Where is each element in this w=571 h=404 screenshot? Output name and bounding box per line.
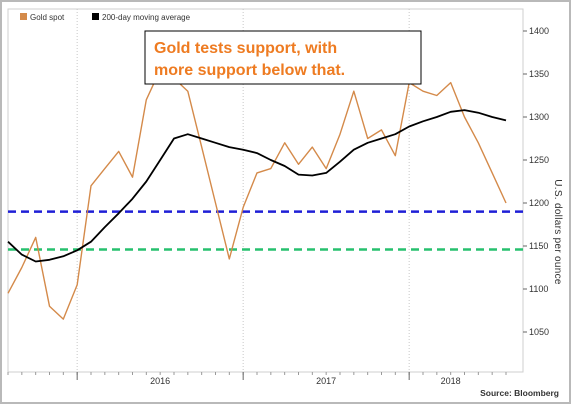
y-tick-label: 1350 (529, 69, 549, 79)
series-group (7, 69, 507, 320)
annotation-line-2: more support below that. (154, 62, 345, 79)
y-tick-label: 1300 (529, 112, 549, 122)
legend-swatch-moving-average (92, 13, 99, 20)
y-axis: 1050 1100 1150 1200 1250 1300 1350 1400 (523, 26, 549, 337)
source-note: Source: Bloomberg (480, 388, 559, 398)
y-tick-label: 1250 (529, 155, 549, 165)
support-lines (8, 210, 523, 251)
series-line-moving-average (7, 109, 507, 263)
y-tick-label: 1150 (529, 241, 548, 251)
annotation-line-1: Gold tests support, with (154, 40, 337, 57)
x-tick-label: 2017 (316, 376, 336, 386)
y-tick-label: 1400 (529, 26, 549, 36)
legend-swatch-gold-spot (20, 13, 27, 20)
legend-label-moving-average: 200-day moving average (102, 13, 191, 22)
x-axis: 2016 2017 2018 (7, 372, 507, 386)
series-line-gold-spot (7, 69, 507, 320)
y-tick-label: 1200 (529, 198, 549, 208)
x-tick-label: 2016 (150, 376, 170, 386)
legend-label-gold-spot: Gold spot (30, 13, 65, 22)
x-tick-label: 2018 (441, 376, 461, 386)
y-tick-label: 1050 (529, 327, 549, 337)
y-axis-title: U.S. dollars per ounce (552, 179, 563, 285)
annotation-box: Gold tests support, with more support be… (144, 30, 422, 85)
legend: Gold spot 200-day moving average (20, 13, 191, 22)
y-tick-label: 1100 (529, 284, 548, 294)
